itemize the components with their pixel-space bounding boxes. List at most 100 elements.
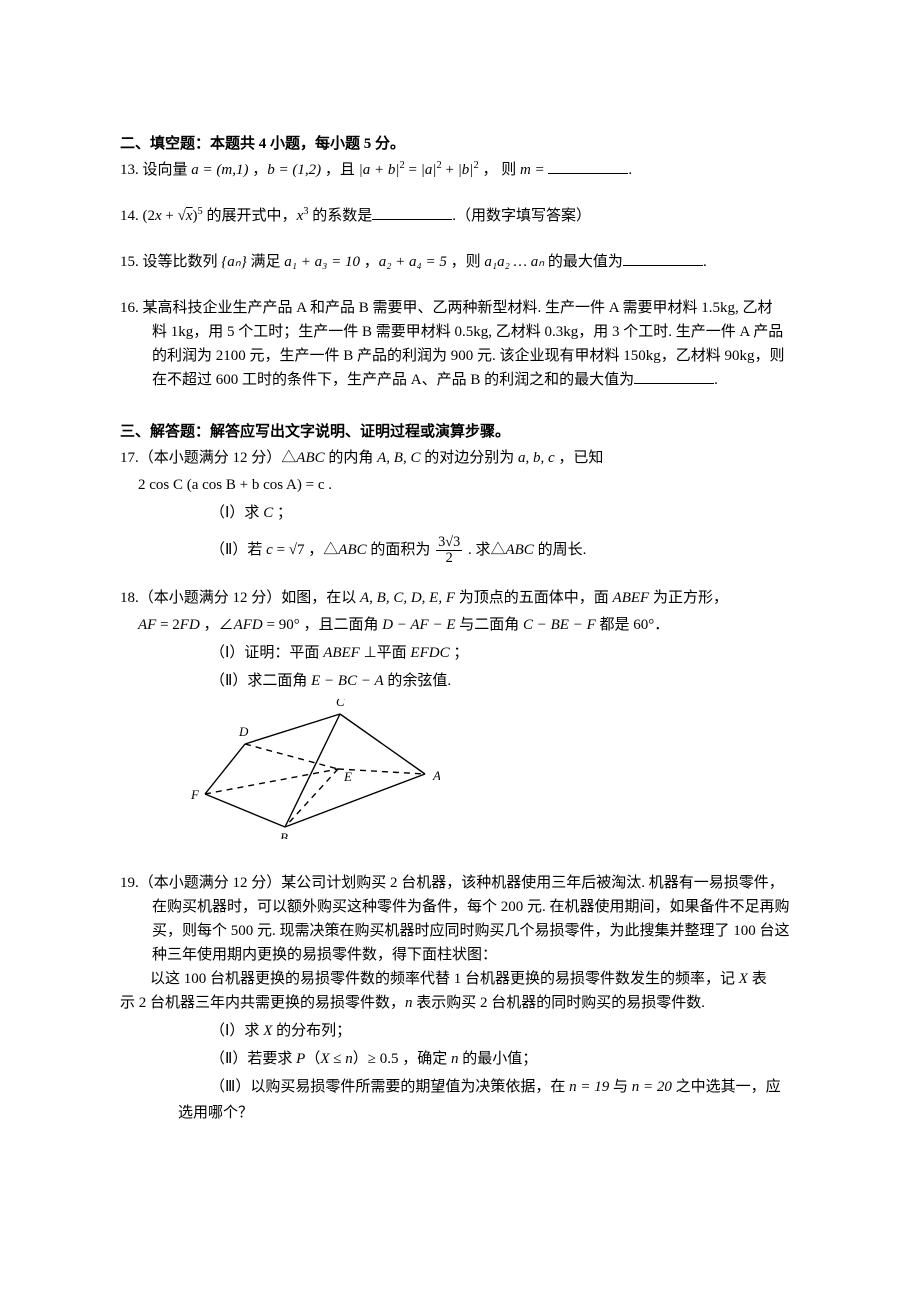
q18-p2c: 的余弦值.	[384, 673, 452, 689]
question-17: 17.（本小题满分 12 分）△ABC 的内角 A, B, C 的对边分别为 a…	[120, 446, 810, 566]
q15-sep1: ，	[360, 254, 379, 270]
q16-l3: 的利润为 2100 元，生产一件 B 产品的利润为 900 元. 该企业现有甲材…	[120, 344, 810, 368]
figure-label-B: B	[280, 830, 288, 839]
q19-p1a: （Ⅰ）求	[210, 1023, 263, 1039]
q14-tail: .（用数字填写答案）	[452, 208, 591, 224]
q17-ha: （本小题满分 12 分）	[139, 450, 282, 466]
q17-ABC: A, B, C	[377, 450, 420, 466]
q19-p2b: （	[305, 1051, 320, 1067]
question-14: 14. (2x + √x)5 的展开式中，x3 的系数是.（用数字填写答案）	[120, 204, 810, 228]
q15-mid2: ，则	[447, 254, 485, 270]
q18-l2g: 与二面角	[456, 617, 524, 633]
figure-label-C: C	[336, 699, 345, 709]
q19-p3d: 选用哪个？	[120, 1101, 810, 1125]
q15-tail: .	[703, 254, 707, 270]
q17-p2cx: 的面积为	[367, 542, 435, 558]
q19-l5a: 以这 100 台机器更换的易损零件数的频率代替 1 台机器更换的易损零件数发生的…	[150, 971, 739, 987]
q14-sqrt: √	[178, 208, 186, 224]
q19-p2n: n	[345, 1051, 353, 1067]
q14-mid2: 的系数是	[308, 208, 372, 224]
q19-p3n20: n = 20	[632, 1079, 672, 1095]
q18-l2f: = 90° ，且二面角	[263, 617, 382, 633]
q17-p1C: C	[263, 505, 273, 521]
section-2-title: 二、填空题：本题共 4 小题，每小题 5 分。	[120, 132, 810, 156]
q14-plus: +	[162, 208, 178, 224]
q13-tail: .	[628, 162, 632, 178]
q18-p1b: ABEF	[323, 645, 360, 661]
q18-l2c: FD	[180, 617, 200, 633]
q19-l3: 买，则每个 500 元. 现需决策在购买机器时应同时购买几个易损零件，为此搜集并…	[120, 919, 810, 943]
q17-eq: 2 cos C (a cos B + b cos A) = c	[138, 477, 324, 493]
q19-p1X: X	[263, 1023, 272, 1039]
q18-l2b: = 2	[156, 617, 179, 633]
figure-label-A: A	[432, 768, 440, 783]
q17-hb: △	[281, 450, 296, 466]
q16-l4a: 在不超过 600 工时的条件下，生产产品 A、产品 B 的利润之和的最大值为	[152, 372, 634, 388]
q13-m: m =	[520, 162, 548, 178]
q13-sep3: ， 则	[479, 162, 520, 178]
q13-lhs: |a + b|	[359, 162, 400, 178]
q19-p2d: ）≥ 0.5 ，确定	[353, 1051, 451, 1067]
q19-l4: 种三年使用期内更换的易损零件数，得下面柱状图：	[120, 943, 810, 967]
q17-num: 17.	[120, 450, 139, 466]
q19-p3a: （Ⅲ）以购买易损零件所需要的期望值为决策依据，在	[210, 1079, 569, 1095]
q19-l5X: X	[739, 971, 748, 987]
q18-p1a: （Ⅰ）证明：平面	[210, 645, 323, 661]
q16-num: 16.	[120, 300, 143, 316]
q18-l2a: AF	[138, 617, 156, 633]
q17-p2a: （Ⅱ）若	[210, 542, 266, 558]
q18-p1c: ⊥平面	[360, 645, 411, 661]
q18-abef: ABEF	[613, 590, 650, 606]
figure-label-D: D	[238, 724, 249, 739]
q15-num: 15.	[120, 254, 143, 270]
q18-p2b: E − BC − A	[311, 673, 383, 689]
question-15: 15. 设等比数列 {aₙ} 满足 a₁ + a₃ = 10 ，a₂ + a₄ …	[120, 250, 810, 274]
q17-eq-tail: .	[324, 477, 332, 493]
q14-open: (2	[143, 208, 156, 224]
q17-hc: 的内角	[325, 450, 378, 466]
q16-l2: 料 1kg，用 5 个工时；生产一件 B 需要甲材料 0.5kg, 乙材料 0.…	[120, 320, 810, 344]
q19-l6n: n	[405, 995, 413, 1011]
q19-p2P: P	[296, 1051, 305, 1067]
q19-p2X: X	[320, 1051, 329, 1067]
q14-num: 14.	[120, 208, 143, 224]
q19-p2c: ≤	[330, 1051, 346, 1067]
q13-r1: |a|	[421, 162, 437, 178]
q13-b: b = (1,2)	[267, 162, 321, 178]
q17-hd: 的对边分别为	[420, 450, 518, 466]
q17-p2d: . 求△	[464, 542, 505, 558]
q14-x1: x	[155, 208, 162, 224]
question-18: 18.（本小题满分 12 分）如图，在以 A, B, C, D, E, F 为顶…	[120, 586, 810, 847]
q13-num: 13.	[120, 162, 143, 178]
q18-l2d: ，∠	[200, 617, 234, 633]
q13-sep2: ，且	[321, 162, 359, 178]
q16-l1: 某高科技企业生产产品 A 和产品 B 需要甲、乙两种新型材料. 生产一件 A 需…	[143, 300, 773, 316]
q15-eq1: a₁ + a₃ = 10	[284, 254, 360, 270]
q17-p2c: c	[266, 542, 273, 558]
q17-he: ，已知	[555, 450, 604, 466]
q19-p2a: （Ⅱ）若要求	[210, 1051, 296, 1067]
q17-p2e: 的周长.	[534, 542, 587, 558]
q17-abc: ABC	[296, 450, 324, 466]
q19-p3n19: n = 19	[569, 1079, 609, 1095]
q19-l2: 在购买机器时，可以额外购买这种零件为备件，每个 200 元. 在机器使用期间，如…	[120, 895, 810, 919]
q17-frac-num: 3√3	[436, 535, 462, 551]
q17-p2eq: =	[273, 542, 289, 558]
q14-sqrt-arg: x	[186, 208, 193, 224]
q18-l2h: 都是 60°．	[596, 617, 670, 633]
q18-p1e: ；	[450, 645, 469, 661]
q19-p3b: 与	[609, 1079, 632, 1095]
q19-p1b: 的分布列；	[272, 1023, 351, 1039]
figure-label-F: F	[190, 787, 200, 802]
q14-blank	[372, 219, 452, 220]
q15-eq2: a₂ + a₄ = 5	[379, 254, 447, 270]
question-19: 19.（本小题满分 12 分）某公司计划购买 2 台机器，该种机器使用三年后被淘…	[120, 871, 810, 1125]
q14-mid1: 的展开式中，	[203, 208, 297, 224]
q19-p3c: 之中选其一，应	[672, 1079, 781, 1095]
q18-cbef: C − BE − F	[523, 617, 596, 633]
q18-verts: A, B, C, D, E, F	[360, 590, 455, 606]
q18-p2a: （Ⅱ）求二面角	[210, 673, 311, 689]
q19-num: 19.	[120, 875, 139, 891]
q13-sep1: ，	[248, 162, 267, 178]
q18-hb: 为顶点的五面体中，面	[455, 590, 613, 606]
